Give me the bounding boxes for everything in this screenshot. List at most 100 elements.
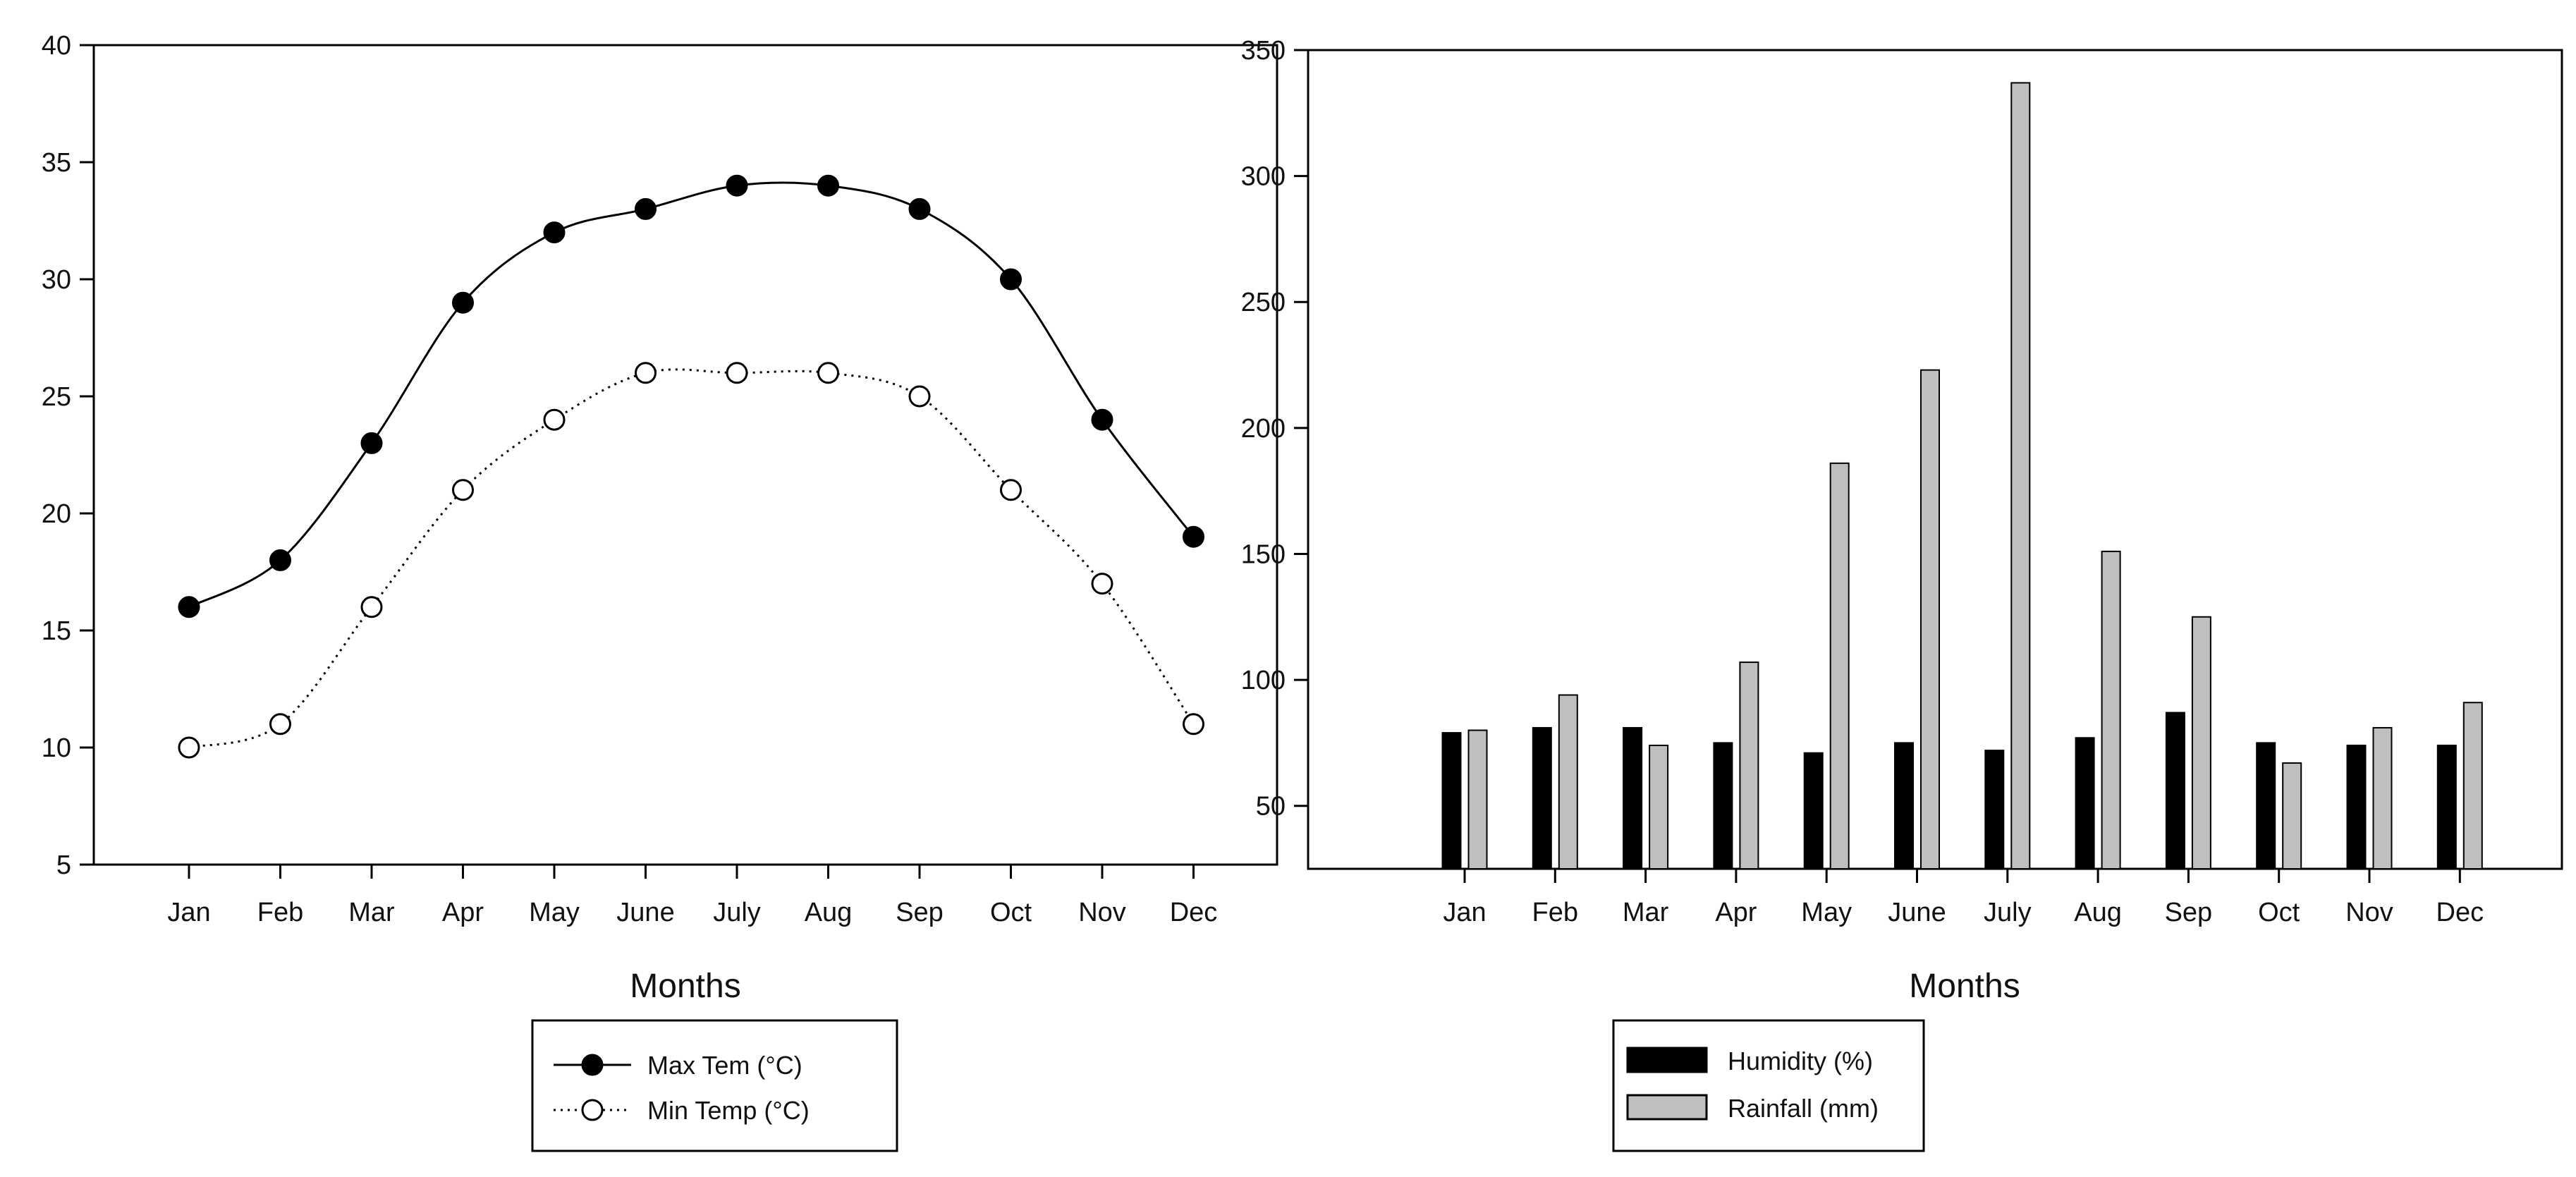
min-temp-series-line bbox=[188, 368, 1195, 749]
legend-max-temp-marker bbox=[581, 1054, 604, 1076]
rainfall-bar-nov bbox=[2372, 726, 2393, 870]
bar-y-tick-label: 350 bbox=[1241, 36, 1286, 66]
rainfall-bar-jan bbox=[1467, 729, 1488, 870]
humidity-bar-aug bbox=[2075, 737, 2095, 870]
max-temp-series-line bbox=[188, 181, 1195, 609]
temp-x-tick-label-july: July bbox=[713, 898, 761, 927]
bar-x-tick-label-sep: Sep bbox=[2165, 898, 2213, 927]
min-temp-point-aug bbox=[817, 362, 839, 384]
legend-humidity-swatch bbox=[1626, 1047, 1708, 1073]
temp-x-tick-label-nov: Nov bbox=[1078, 898, 1126, 927]
max-temp-point-apr bbox=[452, 291, 474, 314]
bar-legend: Humidity (%) Rainfall (mm) bbox=[1612, 1019, 1925, 1152]
min-temp-point-june bbox=[635, 362, 657, 384]
bar-y-tick-label: 300 bbox=[1241, 162, 1286, 192]
bar-x-tick-label-mar: Mar bbox=[1623, 898, 1669, 927]
legend-min-temp-label: Min Temp (°C) bbox=[647, 1096, 810, 1125]
temp-x-tick-label-sep: Sep bbox=[896, 898, 944, 927]
legend-rainfall-label: Rainfall (mm) bbox=[1728, 1094, 1879, 1123]
min-temp-point-feb bbox=[269, 713, 291, 736]
max-temp-point-feb bbox=[269, 549, 291, 571]
temp-y-tick-label: 35 bbox=[42, 148, 71, 178]
min-temp-point-sep bbox=[908, 385, 931, 408]
humidity-bar-mar bbox=[1623, 726, 1643, 870]
temp-y-tick-label: 25 bbox=[42, 382, 71, 412]
rainfall-bar-aug bbox=[2101, 550, 2121, 870]
temp-y-tick-label: 20 bbox=[42, 499, 71, 529]
bar-y-tick-label: 200 bbox=[1241, 414, 1286, 444]
rainfall-bar-oct bbox=[2282, 762, 2302, 870]
min-temp-point-jan bbox=[178, 736, 200, 759]
rainfall-bar-july bbox=[2010, 82, 2031, 870]
bar-y-tick-label: 250 bbox=[1241, 288, 1286, 317]
bar-x-tick-label-apr: Apr bbox=[1715, 898, 1757, 927]
max-temp-point-june bbox=[635, 197, 657, 220]
rainfall-bar-sep bbox=[2191, 616, 2211, 870]
humidity-rainfall-chart: 50 100 150 200 250 300 350 Jan Feb Mar Apr May June… bbox=[1241, 36, 2563, 1152]
temp-y-tick-label: 15 bbox=[42, 616, 71, 646]
bar-x-tick-label-june: June bbox=[1888, 898, 1946, 927]
temp-x-tick-label-jan: Jan bbox=[167, 898, 210, 927]
humidity-bar-sep bbox=[2165, 712, 2185, 870]
rainfall-bar-june bbox=[1920, 369, 1940, 870]
bar-y-tick-label: 100 bbox=[1241, 666, 1286, 695]
temp-x-tick-label-dec: Dec bbox=[1170, 898, 1218, 927]
min-temp-point-may bbox=[543, 408, 566, 431]
bar-marks bbox=[1441, 82, 2483, 870]
bar-x-tick-label-aug: Aug bbox=[2074, 898, 2122, 927]
temp-y-tick-label: 40 bbox=[42, 31, 71, 61]
legend-min-temp-marker bbox=[581, 1099, 604, 1121]
temp-x-tick-label-may: May bbox=[529, 898, 580, 927]
humidity-bar-nov bbox=[2346, 744, 2367, 870]
temperature-points bbox=[178, 174, 1204, 759]
min-temp-point-july bbox=[726, 362, 748, 384]
humidity-bar-oct bbox=[2256, 742, 2276, 870]
humidity-bar-feb bbox=[1532, 726, 1552, 870]
bar-x-tick-label-dec: Dec bbox=[2436, 898, 2484, 927]
temp-x-tick-label-aug: Aug bbox=[805, 898, 853, 927]
bar-x-axis: Jan Feb Mar Apr May June July Aug Sep Oct Nov Dec bbox=[1443, 869, 2484, 927]
temp-x-tick-label-mar: Mar bbox=[348, 898, 395, 927]
humidity-bar-may bbox=[1803, 752, 1824, 870]
legend-rainfall-swatch bbox=[1626, 1094, 1708, 1121]
max-temp-point-dec bbox=[1183, 525, 1204, 548]
temperature-y-axis: 5 10 15 20 25 30 35 40 bbox=[42, 31, 94, 880]
temp-y-tick-label: 10 bbox=[42, 733, 71, 763]
min-temp-point-nov bbox=[1091, 573, 1113, 595]
bar-x-tick-label-oct: Oct bbox=[2258, 898, 2300, 927]
temperature-plot-frame bbox=[92, 44, 1278, 866]
min-temp-point-oct bbox=[1000, 479, 1022, 501]
max-temp-point-aug bbox=[817, 174, 839, 197]
max-temp-point-sep bbox=[908, 197, 931, 220]
bar-x-axis-title: Months bbox=[1909, 968, 2020, 1005]
humidity-bar-dec bbox=[2436, 744, 2457, 870]
rainfall-bar-dec bbox=[2462, 702, 2483, 870]
bar-y-tick-label: 50 bbox=[1256, 792, 1286, 822]
legend-humidity-label: Humidity (%) bbox=[1728, 1047, 1873, 1075]
bar-x-tick-label-nov: Nov bbox=[2345, 898, 2393, 927]
rainfall-bar-feb bbox=[1558, 694, 1578, 870]
max-temp-point-mar bbox=[360, 432, 383, 454]
bar-x-tick-label-may: May bbox=[1801, 898, 1852, 927]
bar-y-axis: 50 100 150 200 250 300 350 bbox=[1241, 36, 1308, 822]
humidity-bar-jan bbox=[1441, 732, 1462, 870]
rainfall-bar-may bbox=[1829, 462, 1850, 870]
temp-x-tick-label-feb: Feb bbox=[257, 898, 303, 927]
max-temp-point-may bbox=[543, 221, 566, 244]
temp-x-tick-label-apr: Apr bbox=[442, 898, 484, 927]
bar-x-tick-label-feb: Feb bbox=[1532, 898, 1578, 927]
humidity-bar-june bbox=[1894, 742, 1914, 870]
min-temp-point-apr bbox=[452, 479, 474, 501]
bar-x-tick-label-jan: Jan bbox=[1443, 898, 1486, 927]
temperature-chart: 5 10 15 20 25 30 35 40 Jan Feb Mar Apr May June July A… bbox=[42, 31, 1278, 1152]
max-temp-point-oct bbox=[1000, 268, 1022, 291]
temperature-x-axis: Jan Feb Mar Apr May June July Aug Sep Oct Nov Dec bbox=[167, 865, 1217, 927]
legend-max-temp-label: Max Tem (°C) bbox=[647, 1051, 802, 1080]
max-temp-point-nov bbox=[1091, 408, 1113, 431]
bar-x-tick-label-july: July bbox=[1984, 898, 2032, 927]
temp-y-tick-label: 5 bbox=[56, 850, 71, 880]
max-temp-point-jan bbox=[178, 596, 200, 618]
bar-y-tick-label: 150 bbox=[1241, 539, 1286, 569]
temp-x-tick-label-june: June bbox=[616, 898, 674, 927]
min-temp-point-dec bbox=[1183, 713, 1204, 736]
